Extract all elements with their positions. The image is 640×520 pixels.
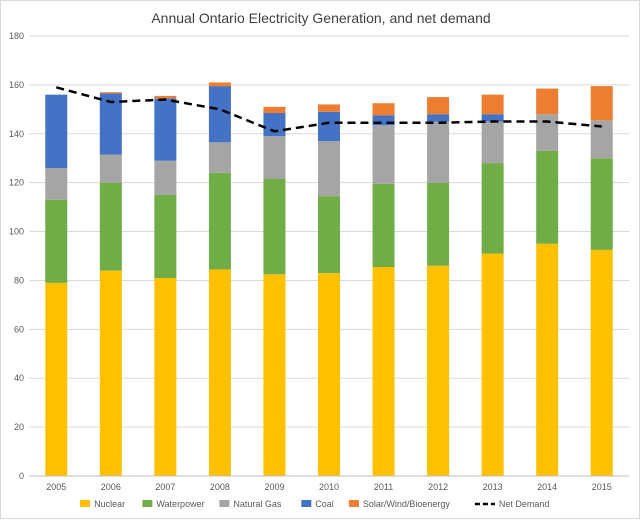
- y-tick-label-180: 180: [9, 31, 24, 41]
- bar-waterpower-2005: [45, 200, 67, 283]
- y-tick-label-0: 0: [19, 471, 24, 481]
- bar-natural-gas-2013: [482, 122, 504, 164]
- legend-swatch-waterpower: [142, 500, 152, 507]
- bar-solar-wind-bioenergy-2008: [209, 82, 231, 86]
- legend-swatch-natural-gas: [219, 500, 229, 507]
- bar-nuclear-2014: [536, 244, 558, 476]
- legend-label-solar-wind-bioenergy: Solar/Wind/Bioenergy: [363, 499, 451, 509]
- legend-item-waterpower: Waterpower: [142, 499, 204, 509]
- bar-natural-gas-2007: [154, 161, 176, 195]
- bar-waterpower-2007: [154, 195, 176, 278]
- x-tick-label-2013: 2013: [483, 482, 503, 492]
- legend-label-natural-gas: Natural Gas: [233, 499, 282, 509]
- legend-label-waterpower: Waterpower: [156, 499, 204, 509]
- legend-label-net-demand: Net Demand: [499, 499, 550, 509]
- bar-coal-2010: [318, 112, 340, 141]
- bar-nuclear-2011: [373, 267, 395, 476]
- x-tick-label-2009: 2009: [264, 482, 284, 492]
- bar-waterpower-2012: [427, 183, 449, 266]
- bar-waterpower-2010: [318, 196, 340, 273]
- bar-nuclear-2007: [154, 278, 176, 476]
- bar-nuclear-2006: [100, 271, 122, 476]
- y-tick-label-20: 20: [14, 422, 24, 432]
- bar-natural-gas-2008: [209, 142, 231, 173]
- bar-waterpower-2015: [591, 158, 613, 250]
- bar-coal-2005: [45, 95, 67, 168]
- legend-label-coal: Coal: [315, 499, 334, 509]
- bar-coal-2008: [209, 86, 231, 142]
- x-tick-label-2015: 2015: [592, 482, 612, 492]
- x-tick-label-2006: 2006: [101, 482, 121, 492]
- bar-nuclear-2012: [427, 266, 449, 476]
- bar-waterpower-2011: [373, 184, 395, 267]
- x-tick-label-2008: 2008: [210, 482, 230, 492]
- bar-nuclear-2008: [209, 269, 231, 476]
- bar-nuclear-2010: [318, 273, 340, 476]
- bar-natural-gas-2009: [263, 136, 285, 179]
- bar-solar-wind-bioenergy-2014: [536, 89, 558, 115]
- legend-item-coal: Coal: [301, 499, 334, 509]
- legend: Nuclear Waterpower Natural Gas Coal Solar/Wi…: [80, 499, 549, 509]
- y-tick-label-140: 140: [9, 129, 24, 139]
- bar-solar-wind-bioenergy-2009: [263, 107, 285, 113]
- bar-nuclear-2009: [263, 274, 285, 476]
- bar-nuclear-2013: [482, 254, 504, 476]
- bars: [45, 82, 612, 476]
- bar-solar-wind-bioenergy-2011: [373, 103, 395, 115]
- y-tick-label-40: 40: [14, 373, 24, 383]
- y-tick-label-100: 100: [9, 227, 24, 237]
- bar-coal-2009: [263, 113, 285, 136]
- legend-item-solar-wind-bioenergy: Solar/Wind/Bioenergy: [349, 499, 451, 509]
- x-tick-label-2014: 2014: [537, 482, 557, 492]
- bar-waterpower-2008: [209, 173, 231, 270]
- bar-natural-gas-2010: [318, 141, 340, 196]
- x-tick-label-2010: 2010: [319, 482, 339, 492]
- x-tick-label-2012: 2012: [428, 482, 448, 492]
- y-tick-label-120: 120: [9, 178, 24, 188]
- legend-label-nuclear: Nuclear: [94, 499, 125, 509]
- bar-natural-gas-2014: [536, 114, 558, 151]
- y-tick-label-60: 60: [14, 324, 24, 334]
- x-tick-label-2007: 2007: [155, 482, 175, 492]
- bar-natural-gas-2005: [45, 168, 67, 200]
- bar-waterpower-2014: [536, 151, 558, 244]
- chart-title: Annual Ontario Electricity Generation, a…: [151, 10, 490, 26]
- legend-swatch-nuclear: [80, 500, 90, 507]
- bar-natural-gas-2011: [373, 125, 395, 184]
- bar-nuclear-2015: [591, 250, 613, 476]
- legend-swatch-solar-wind-bioenergy: [349, 500, 359, 507]
- bar-natural-gas-2006: [100, 155, 122, 183]
- bar-solar-wind-bioenergy-2006: [100, 92, 122, 93]
- bar-waterpower-2009: [263, 179, 285, 274]
- x-tick-label-2011: 2011: [374, 482, 393, 492]
- bar-natural-gas-2012: [427, 122, 449, 183]
- bar-solar-wind-bioenergy-2012: [427, 97, 449, 114]
- legend-item-nuclear: Nuclear: [80, 499, 125, 509]
- legend-item-natural-gas: Natural Gas: [219, 499, 282, 509]
- bar-solar-wind-bioenergy-2015: [591, 86, 613, 120]
- y-tick-label-80: 80: [14, 275, 24, 285]
- bar-coal-2007: [154, 98, 176, 160]
- bar-waterpower-2006: [100, 183, 122, 271]
- bar-solar-wind-bioenergy-2013: [482, 95, 504, 115]
- legend-item-net-demand: Net Demand: [475, 499, 550, 509]
- y-tick-label-160: 160: [9, 80, 24, 90]
- x-tick-label-2005: 2005: [46, 482, 66, 492]
- legend-swatch-coal: [301, 500, 311, 507]
- bar-waterpower-2013: [482, 163, 504, 253]
- bar-nuclear-2005: [45, 283, 67, 476]
- bar-solar-wind-bioenergy-2007: [154, 96, 176, 98]
- bar-solar-wind-bioenergy-2010: [318, 104, 340, 111]
- bar-coal-2012: [427, 114, 449, 121]
